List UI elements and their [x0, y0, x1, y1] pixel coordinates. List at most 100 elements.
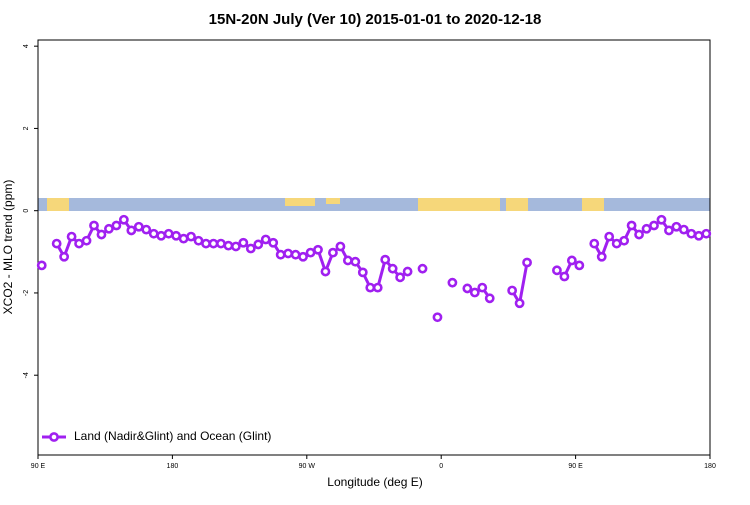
ocean-band — [38, 198, 710, 211]
data-point — [74, 238, 84, 249]
data-point — [208, 238, 219, 249]
data-point — [59, 251, 70, 262]
data-point — [328, 247, 338, 258]
data-point — [641, 223, 652, 234]
data-point — [163, 228, 174, 239]
data-point — [118, 214, 129, 225]
data-point — [298, 251, 308, 262]
data-point — [357, 267, 368, 278]
data-point — [671, 221, 682, 232]
data-point — [148, 228, 159, 239]
data-point — [201, 238, 211, 249]
data-point — [275, 249, 286, 260]
chart-title: 15N-20N July (Ver 10) 2015-01-01 to 2020… — [209, 11, 542, 28]
data-point — [552, 265, 562, 276]
data-point — [260, 234, 271, 245]
data-point — [678, 224, 689, 235]
data-point — [313, 244, 323, 255]
data-point — [380, 254, 391, 265]
data-point — [245, 243, 256, 254]
y-tick-label: 0 — [23, 209, 30, 213]
data-point — [656, 214, 667, 225]
data-point — [335, 241, 346, 252]
data-point — [36, 260, 47, 271]
y-tick-label: -4 — [23, 372, 30, 378]
legend: Land (Nadir&Glint) and Ocean (Glint) — [42, 429, 271, 443]
x-tick-label: 90 E — [568, 463, 583, 470]
data-point — [372, 282, 383, 293]
data-point — [484, 293, 495, 304]
data-point — [156, 230, 167, 241]
data-point — [223, 240, 234, 251]
y-tick-label: -2 — [23, 290, 30, 296]
data-point — [365, 282, 376, 293]
data-point — [133, 221, 144, 232]
data-point — [193, 235, 204, 246]
data-point — [141, 224, 152, 235]
data-point — [66, 231, 77, 242]
data-point — [664, 225, 674, 236]
data-point — [417, 263, 428, 274]
data-point — [507, 285, 518, 296]
data-point — [402, 266, 413, 277]
data-point — [469, 287, 480, 298]
data-point — [230, 241, 241, 252]
plot-frame — [37, 39, 711, 456]
data-point — [51, 238, 62, 249]
land-patch — [47, 198, 69, 211]
land-ocean-strip — [38, 198, 710, 211]
data-point — [89, 220, 99, 231]
data-point — [186, 231, 196, 242]
data-point — [619, 235, 630, 246]
land-patch — [326, 198, 340, 204]
data-point — [81, 235, 92, 246]
data-point — [178, 233, 189, 244]
land-patch — [418, 198, 500, 211]
data-point — [634, 229, 644, 240]
x-tick-label: 180 — [704, 463, 716, 470]
data-point — [342, 255, 353, 266]
land-patch — [285, 198, 315, 206]
data-point — [96, 229, 107, 240]
y-axis-label: XCO2 - MLO trend (ppm) — [1, 180, 15, 315]
x-axis-label: Longitude (deg E) — [327, 475, 422, 489]
data-point — [589, 238, 600, 249]
y-tick-label: 4 — [23, 44, 30, 48]
data-point — [395, 272, 406, 283]
x-tick-label: 0 — [439, 463, 443, 470]
data-point — [649, 220, 659, 231]
data-point — [701, 228, 712, 239]
data-point — [387, 263, 398, 274]
y-tick-label: 2 — [23, 126, 30, 130]
data-point — [126, 225, 137, 236]
data-point — [253, 239, 264, 250]
data-point — [596, 251, 607, 262]
data-point — [305, 247, 316, 258]
data-point — [522, 257, 532, 268]
data-point — [604, 231, 615, 242]
x-tick-label: 90 W — [299, 463, 316, 470]
data-point — [268, 237, 279, 248]
data-point — [626, 220, 637, 231]
land-patch — [582, 198, 604, 211]
legend-label: Land (Nadir&Glint) and Ocean (Glint) — [74, 429, 271, 443]
data-point — [477, 282, 488, 293]
data-point — [104, 223, 114, 234]
data-point — [693, 230, 704, 241]
data-point — [514, 298, 525, 309]
data-point — [111, 220, 122, 231]
data-point — [574, 260, 585, 271]
data-point — [350, 256, 361, 267]
data-point — [611, 238, 622, 249]
x-tick-label: 90 E — [31, 463, 46, 470]
data-point — [238, 237, 249, 248]
legend-swatch-marker — [49, 432, 59, 442]
x-tick-label: 180 — [167, 463, 179, 470]
data-point — [320, 266, 331, 277]
data-point — [686, 228, 697, 239]
data-point — [462, 283, 473, 294]
data-point — [432, 312, 443, 323]
data-point — [171, 230, 182, 241]
